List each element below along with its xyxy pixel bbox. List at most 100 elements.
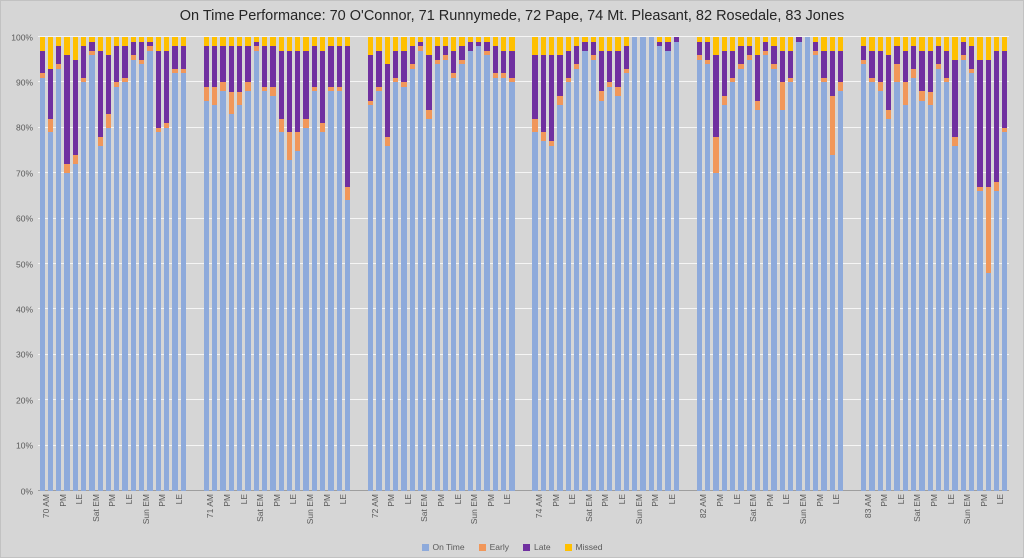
stacked-bar xyxy=(459,37,465,491)
bar-slot xyxy=(943,37,951,491)
x-axis-label-cell: Sun EM xyxy=(302,491,319,543)
bar-segment-on-time xyxy=(384,145,391,491)
bar-segment-late xyxy=(245,46,251,83)
stacked-bar xyxy=(89,37,95,491)
bar-segment-early xyxy=(484,50,490,56)
bar-segment-missed xyxy=(829,37,835,51)
period-bars xyxy=(285,37,302,491)
x-axis-tick-label: PM xyxy=(929,494,940,507)
bar-segment-early xyxy=(459,59,465,65)
stacked-bar xyxy=(607,37,613,491)
bar-segment-on-time xyxy=(927,105,933,491)
x-axis-tick-label: Sun EM xyxy=(962,494,973,525)
stacked-bar xyxy=(270,37,276,491)
bar-segment-early xyxy=(319,123,326,133)
bar-segment-on-time xyxy=(39,77,45,491)
legend-item-missed: Missed xyxy=(564,542,602,552)
stacked-bar xyxy=(902,37,908,491)
bar-segment-late xyxy=(409,46,415,65)
x-axis-tick-label: Sun EM xyxy=(633,494,644,525)
bar-segment-early xyxy=(344,186,351,201)
x-axis-tick-label: LE xyxy=(945,494,956,505)
bar-segment-late xyxy=(47,68,54,119)
bar-segment-late xyxy=(39,50,45,74)
bar-segment-missed xyxy=(97,37,103,51)
bar-segment-late xyxy=(738,46,744,65)
bar-slot xyxy=(375,37,383,491)
stacked-bar xyxy=(919,37,925,491)
bar-segment-on-time xyxy=(467,50,474,491)
bar-segment-missed xyxy=(985,37,991,60)
x-axis-tick-label: Sun EM xyxy=(469,494,480,525)
bar-segment-late xyxy=(509,50,515,78)
bar-segment-missed xyxy=(39,37,45,51)
stacked-bar xyxy=(278,37,284,491)
x-axis-tick-label: LE xyxy=(995,494,1006,505)
bar-segment-missed xyxy=(935,37,942,47)
y-axis-tick-label: 100% xyxy=(11,31,33,42)
bar-segment-early xyxy=(935,64,942,69)
stacked-bar xyxy=(295,37,301,491)
stacked-bar xyxy=(927,37,933,491)
bar-slot xyxy=(285,37,293,491)
bar-slot xyxy=(441,37,449,491)
stacked-bar xyxy=(467,37,474,491)
stacked-bar xyxy=(451,37,457,491)
bar-segment-late xyxy=(985,59,991,187)
bar-segment-early xyxy=(426,109,432,119)
gridline xyxy=(38,36,1009,37)
stacked-bar xyxy=(746,37,752,491)
route-group-bars xyxy=(860,37,1009,491)
stacked-bar xyxy=(532,37,538,491)
bar-slot xyxy=(491,37,499,491)
bar-slot xyxy=(408,37,416,491)
period-bars xyxy=(564,37,581,491)
bar-segment-missed xyxy=(771,37,777,47)
stacked-bar xyxy=(779,37,786,491)
stacked-bar xyxy=(417,37,424,491)
bar-segment-on-time xyxy=(344,200,351,491)
bar-segment-late xyxy=(573,46,580,65)
bar-segment-missed xyxy=(319,37,326,51)
bar-segment-on-time xyxy=(451,77,457,491)
bar-segment-on-time xyxy=(180,73,186,491)
bar-segment-early xyxy=(56,64,62,69)
bar-segment-late xyxy=(105,55,112,115)
bar-segment-late xyxy=(376,50,382,87)
gridline xyxy=(38,444,1009,446)
route-group: 82 AM PM LE Sat EM PM LE Sun EM PM LE xyxy=(695,37,844,543)
x-axis-label-cell: Sun EM xyxy=(138,491,155,543)
x-axis-label-cell: PM xyxy=(762,491,779,543)
bar-slot xyxy=(745,37,753,491)
bar-segment-late xyxy=(902,50,908,83)
bar-segment-missed xyxy=(713,37,719,56)
bar-segment-on-time xyxy=(902,105,908,491)
period-bars xyxy=(614,37,631,491)
bar-segment-early xyxy=(295,132,301,151)
bar-segment-missed xyxy=(573,37,580,47)
bar-segment-late xyxy=(696,41,703,56)
x-axis-label-cell: LE xyxy=(778,491,795,543)
bar-slot xyxy=(893,37,901,491)
bar-segment-late xyxy=(665,41,671,51)
x-axis-tick-label: Sat EM xyxy=(255,494,266,522)
x-axis-label-cell: LE xyxy=(400,491,417,543)
bar-segment-early xyxy=(590,55,596,60)
bar-segment-late xyxy=(673,37,679,42)
bar-segment-late xyxy=(894,46,900,65)
x-axis-tick-label: 70 AM xyxy=(41,494,52,519)
bar-segment-on-time xyxy=(952,145,958,491)
period-bars xyxy=(499,37,516,491)
x-axis-label-cell: PM xyxy=(811,491,828,543)
bar-segment-on-time xyxy=(1002,132,1008,491)
period-bars xyxy=(943,37,960,491)
bar-segment-late xyxy=(730,50,736,78)
bar-segment-missed xyxy=(763,37,769,42)
x-axis-tick-label: PM xyxy=(221,494,232,507)
stacked-bar xyxy=(796,37,802,491)
bar-segment-early xyxy=(417,46,424,51)
x-axis-label-cell: LE xyxy=(121,491,138,543)
bar-segment-missed xyxy=(705,37,711,42)
bar-segment-late xyxy=(1002,50,1008,128)
bar-segment-on-time xyxy=(295,150,301,491)
